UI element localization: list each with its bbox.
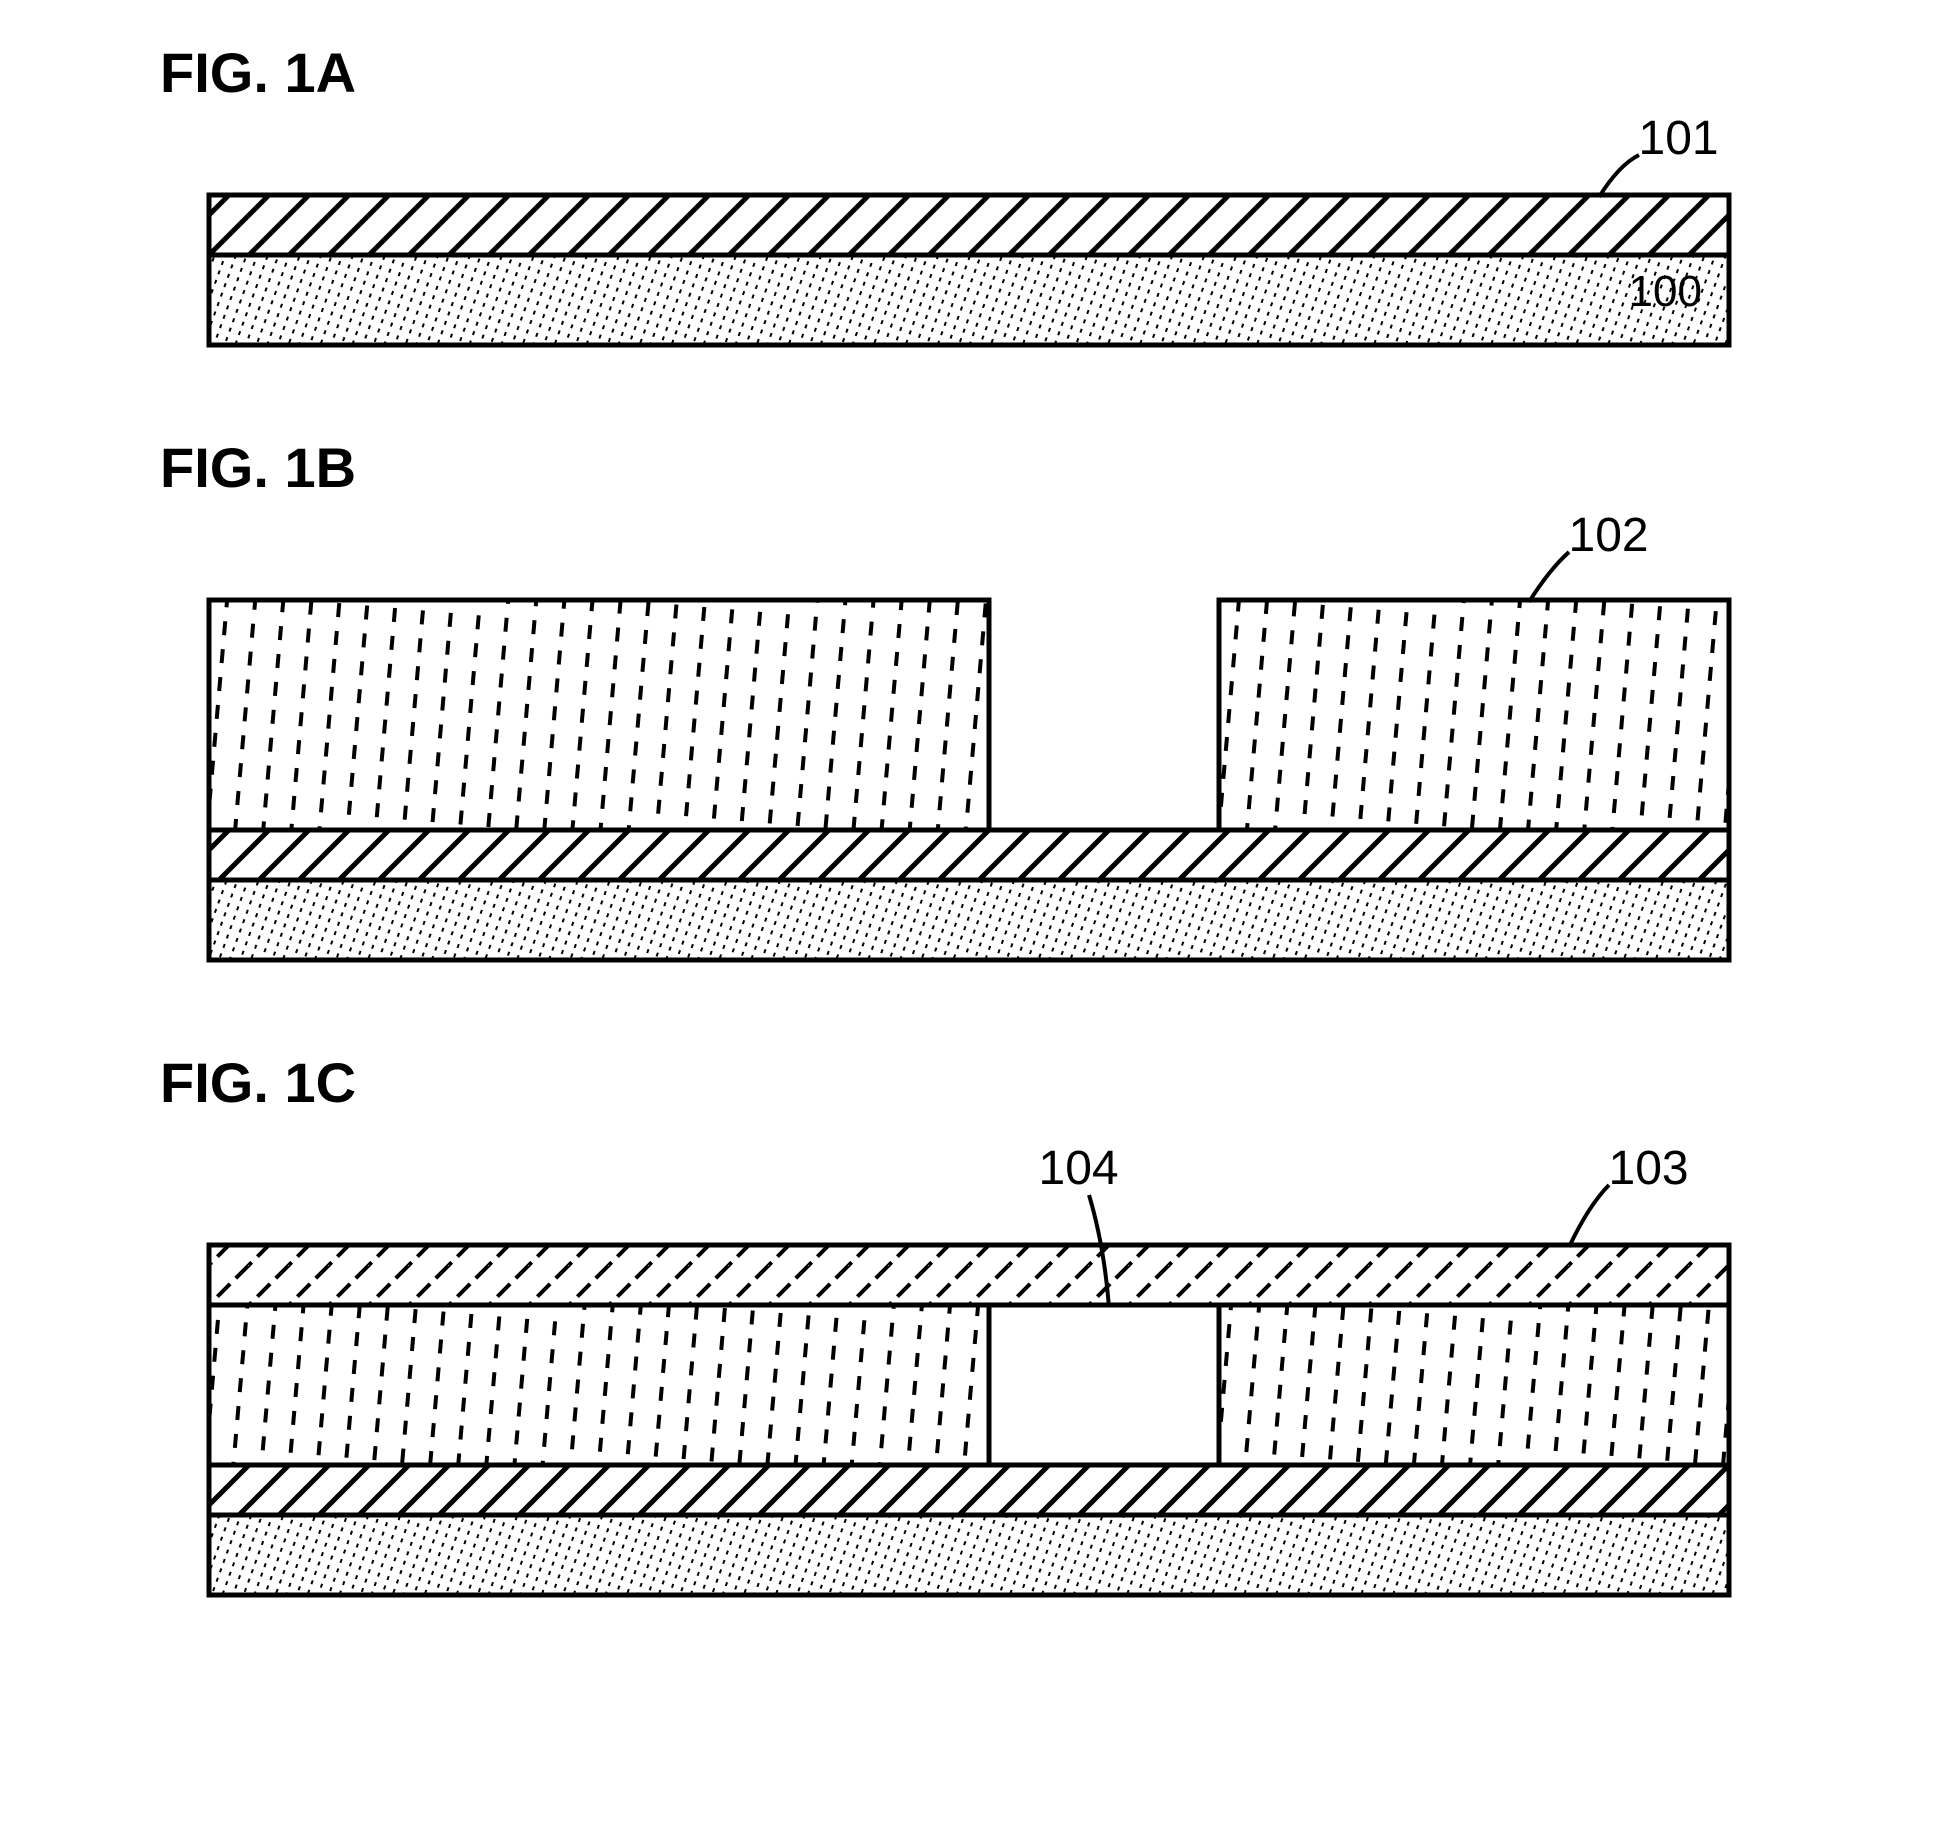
sacrificial-left-c <box>209 1305 989 1465</box>
figure-1c: FIG. 1C 103 104 <box>40 1050 1897 1605</box>
layer-101-b <box>209 830 1729 880</box>
page: FIG. 1A <box>40 40 1897 1605</box>
sacrificial-left-102 <box>209 600 989 830</box>
substrate-100 <box>209 255 1729 345</box>
callout-line-101 <box>1599 155 1639 197</box>
label-100: 100 <box>1629 267 1702 317</box>
label-104: 104 <box>1039 1141 1119 1196</box>
figure-1c-title: FIG. 1C <box>160 1050 1897 1115</box>
sacrificial-right-c <box>1219 1305 1729 1465</box>
substrate-100-b <box>209 880 1729 960</box>
figure-1c-svg <box>169 1145 1769 1605</box>
figure-1b-title: FIG. 1B <box>160 435 1897 500</box>
figure-1c-diagram: 103 104 <box>169 1145 1769 1605</box>
figure-1b: FIG. 1B 102 <box>40 435 1897 970</box>
label-102: 102 <box>1569 508 1649 563</box>
layer-103 <box>209 1245 1729 1305</box>
figure-1a-svg <box>169 135 1769 355</box>
figure-1a-title: FIG. 1A <box>160 40 1897 105</box>
figure-1a-diagram: 101 100 <box>169 135 1769 355</box>
layer-101 <box>209 195 1729 255</box>
cavity-104 <box>989 1305 1219 1465</box>
label-103: 103 <box>1609 1141 1689 1196</box>
figure-1b-svg <box>169 530 1769 970</box>
figure-1b-diagram: 102 <box>169 530 1769 970</box>
layer-101-c <box>209 1465 1729 1515</box>
substrate-100-c <box>209 1515 1729 1595</box>
callout-line-102 <box>1529 552 1569 602</box>
label-101: 101 <box>1639 111 1719 166</box>
callout-line-103 <box>1569 1185 1609 1247</box>
sacrificial-right-102 <box>1219 600 1729 830</box>
figure-1a: FIG. 1A <box>40 40 1897 355</box>
